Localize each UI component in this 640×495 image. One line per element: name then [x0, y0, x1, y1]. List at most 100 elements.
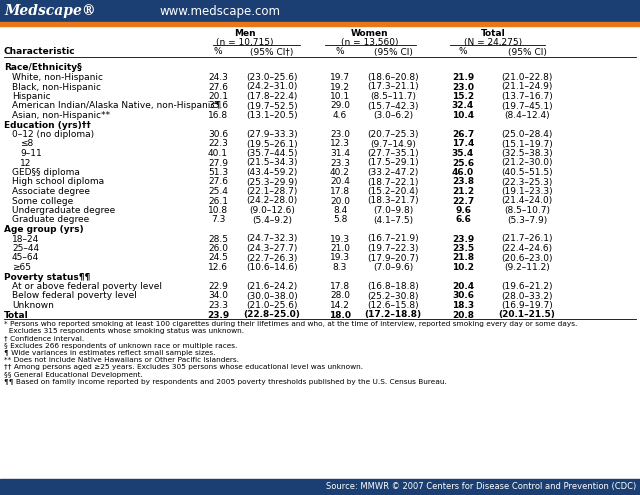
- Text: 22.3: 22.3: [208, 140, 228, 148]
- Text: Men: Men: [234, 30, 256, 39]
- Text: 26.0: 26.0: [208, 244, 228, 253]
- Text: 23.5: 23.5: [452, 244, 474, 253]
- Text: 17.8: 17.8: [330, 187, 350, 196]
- Text: Education (yrs)††: Education (yrs)††: [4, 120, 91, 130]
- Text: (19.5–26.1): (19.5–26.1): [246, 140, 298, 148]
- Text: %: %: [459, 48, 467, 56]
- Text: * Persons who reported smoking at least 100 cigarettes during their lifetimes an: * Persons who reported smoking at least …: [4, 321, 577, 327]
- Text: (32.5–38.3): (32.5–38.3): [501, 149, 553, 158]
- Text: Associate degree: Associate degree: [12, 187, 90, 196]
- Text: 0–12 (no diploma): 0–12 (no diploma): [12, 130, 94, 139]
- Text: 23.9: 23.9: [452, 235, 474, 244]
- Text: (17.8–22.4): (17.8–22.4): [246, 92, 298, 101]
- Text: 12.3: 12.3: [330, 140, 350, 148]
- Text: 27.6: 27.6: [208, 83, 228, 92]
- Text: 15.2: 15.2: [452, 92, 474, 101]
- Text: 10.8: 10.8: [208, 206, 228, 215]
- Text: (5.4–9.2): (5.4–9.2): [252, 215, 292, 225]
- Text: (22.1–28.7): (22.1–28.7): [246, 187, 298, 196]
- Text: 19.2: 19.2: [330, 83, 350, 92]
- Text: 18.0: 18.0: [329, 310, 351, 319]
- Text: (20.7–25.3): (20.7–25.3): [367, 130, 419, 139]
- Text: (24.2–28.0): (24.2–28.0): [246, 197, 298, 205]
- Text: (35.7–44.5): (35.7–44.5): [246, 149, 298, 158]
- Text: ¶ Wide variances in estimates reflect small sample sizes.: ¶ Wide variances in estimates reflect sm…: [4, 350, 216, 356]
- Text: (9.0–12.6): (9.0–12.6): [249, 206, 295, 215]
- Text: ≤8: ≤8: [20, 140, 33, 148]
- Text: (22.4–24.6): (22.4–24.6): [501, 244, 552, 253]
- Text: 19.3: 19.3: [330, 253, 350, 262]
- Text: Below federal poverty level: Below federal poverty level: [12, 292, 137, 300]
- Text: 23.0: 23.0: [330, 130, 350, 139]
- Text: At or above federal poverty level: At or above federal poverty level: [12, 282, 162, 291]
- Text: 21.9: 21.9: [452, 73, 474, 82]
- Text: %: %: [214, 48, 222, 56]
- Text: Age group (yrs): Age group (yrs): [4, 225, 84, 234]
- Text: 8.4: 8.4: [333, 206, 347, 215]
- Text: (21.4–24.0): (21.4–24.0): [501, 197, 552, 205]
- Text: Black, non-Hispanic: Black, non-Hispanic: [12, 83, 101, 92]
- Text: ¶¶ Based on family income reported by respondents and 2005 poverty thresholds pu: ¶¶ Based on family income reported by re…: [4, 379, 447, 385]
- Text: 40.1: 40.1: [208, 149, 228, 158]
- Text: § Excludes 266 respondents of unknown race or multiple races.: § Excludes 266 respondents of unknown ra…: [4, 343, 237, 349]
- Text: Undergraduate degree: Undergraduate degree: [12, 206, 115, 215]
- Text: 20.4: 20.4: [330, 178, 350, 187]
- Text: (8.5–11.7): (8.5–11.7): [370, 92, 416, 101]
- Text: 34.0: 34.0: [208, 292, 228, 300]
- Bar: [0, 0, 640, 22]
- Text: (N = 24,275): (N = 24,275): [464, 38, 522, 47]
- Text: (21.2–30.0): (21.2–30.0): [501, 158, 553, 167]
- Text: Hispanic: Hispanic: [12, 92, 51, 101]
- Text: GED§§ diploma: GED§§ diploma: [12, 168, 80, 177]
- Text: 8.3: 8.3: [333, 263, 347, 272]
- Text: 12.6: 12.6: [208, 263, 228, 272]
- Text: ** Does not include Native Hawaiians or Other Pacific Islanders.: ** Does not include Native Hawaiians or …: [4, 357, 239, 363]
- Text: (10.6–14.6): (10.6–14.6): [246, 263, 298, 272]
- Text: (19.6–21.2): (19.6–21.2): [501, 282, 553, 291]
- Text: Total: Total: [481, 30, 506, 39]
- Text: (15.1–19.7): (15.1–19.7): [501, 140, 553, 148]
- Text: 25.4: 25.4: [208, 187, 228, 196]
- Text: (24.2–31.0): (24.2–31.0): [246, 83, 298, 92]
- Text: Excludes 315 respondents whose smoking status was unknown.: Excludes 315 respondents whose smoking s…: [4, 329, 244, 335]
- Text: (30.0–38.0): (30.0–38.0): [246, 292, 298, 300]
- Text: Race/Ethnicity§: Race/Ethnicity§: [4, 63, 82, 72]
- Text: (18.7–22.1): (18.7–22.1): [367, 178, 419, 187]
- Text: (9.2–11.2): (9.2–11.2): [504, 263, 550, 272]
- Text: 27.9: 27.9: [208, 158, 228, 167]
- Text: 32.4: 32.4: [452, 101, 474, 110]
- Text: 10.4: 10.4: [452, 111, 474, 120]
- Text: (17.9–20.7): (17.9–20.7): [367, 253, 419, 262]
- Text: (19.7–52.5): (19.7–52.5): [246, 101, 298, 110]
- Text: (17.5–29.1): (17.5–29.1): [367, 158, 419, 167]
- Text: 18–24: 18–24: [12, 235, 39, 244]
- Text: (n = 13,560): (n = 13,560): [341, 38, 399, 47]
- Text: 19.3: 19.3: [330, 235, 350, 244]
- Text: (43.4–59.2): (43.4–59.2): [246, 168, 298, 177]
- Text: Some college: Some college: [12, 197, 73, 205]
- Text: ≥65: ≥65: [12, 263, 31, 272]
- Text: 20.8: 20.8: [452, 310, 474, 319]
- Text: (23.0–25.6): (23.0–25.6): [246, 73, 298, 82]
- Text: 22.7: 22.7: [452, 197, 474, 205]
- Text: 35.4: 35.4: [452, 149, 474, 158]
- Text: Source: MMWR © 2007 Centers for Disease Control and Prevention (CDC): Source: MMWR © 2007 Centers for Disease …: [326, 483, 636, 492]
- Text: 12: 12: [20, 158, 31, 167]
- Text: (17.3–21.1): (17.3–21.1): [367, 83, 419, 92]
- Text: 14.2: 14.2: [330, 301, 350, 310]
- Text: 19.7: 19.7: [330, 73, 350, 82]
- Bar: [0, 22, 640, 26]
- Text: (21.0–22.8): (21.0–22.8): [501, 73, 553, 82]
- Text: †† Among persons aged ≥25 years. Excludes 305 persons whose educational level wa: †† Among persons aged ≥25 years. Exclude…: [4, 364, 363, 370]
- Text: Medscape®: Medscape®: [4, 4, 96, 18]
- Text: 10.1: 10.1: [330, 92, 350, 101]
- Text: (28.0–33.2): (28.0–33.2): [501, 292, 553, 300]
- Text: 4.6: 4.6: [333, 111, 347, 120]
- Text: (21.7–26.1): (21.7–26.1): [501, 235, 553, 244]
- Text: (4.1–7.5): (4.1–7.5): [373, 215, 413, 225]
- Text: Poverty status¶¶: Poverty status¶¶: [4, 273, 90, 282]
- Text: (21.0–25.6): (21.0–25.6): [246, 301, 298, 310]
- Text: (95% CI†): (95% CI†): [250, 48, 294, 56]
- Text: † Confidence interval.: † Confidence interval.: [4, 336, 84, 342]
- Text: Asian, non-Hispanic**: Asian, non-Hispanic**: [12, 111, 110, 120]
